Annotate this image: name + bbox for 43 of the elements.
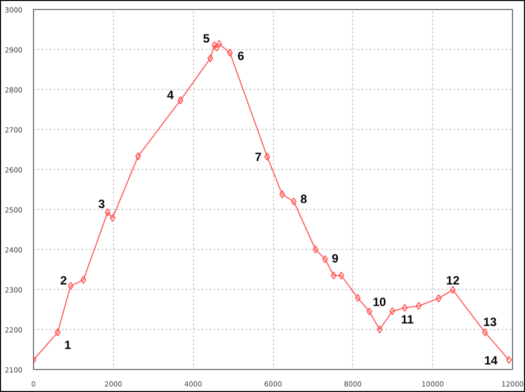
annotation: 11	[401, 312, 414, 327]
point	[376, 326, 382, 334]
annotation: 6	[238, 49, 245, 64]
annotation: 7	[254, 150, 262, 164]
annotation: 12	[446, 273, 460, 288]
point	[390, 307, 396, 316]
annotation: 3	[98, 196, 106, 211]
annotation: 5	[202, 32, 210, 46]
point	[279, 190, 286, 198]
point	[402, 304, 408, 312]
point	[416, 302, 422, 310]
point	[450, 286, 456, 294]
point	[211, 41, 218, 50]
point	[54, 328, 60, 336]
point	[207, 54, 214, 62]
point	[110, 214, 116, 222]
point	[354, 294, 361, 302]
point	[214, 44, 220, 52]
point	[178, 96, 184, 104]
point	[322, 255, 328, 264]
point	[216, 40, 222, 48]
point	[290, 198, 297, 206]
point	[135, 152, 141, 160]
annotation: 4	[167, 88, 174, 102]
point	[264, 152, 270, 161]
point	[104, 208, 110, 216]
point	[227, 48, 233, 57]
annotation: 9	[332, 252, 339, 266]
point	[80, 276, 86, 284]
point	[436, 294, 442, 302]
point	[366, 308, 372, 316]
annotation: 10	[372, 295, 386, 309]
point	[338, 272, 344, 280]
point	[506, 356, 512, 364]
point	[482, 328, 488, 336]
annotation: 14	[484, 353, 498, 368]
annotation: 8	[300, 192, 308, 206]
point	[312, 246, 318, 254]
annotation: 13	[483, 314, 497, 329]
annotation: 2	[60, 273, 68, 288]
annotation: 1	[64, 338, 72, 352]
point	[68, 282, 74, 290]
point	[330, 272, 337, 280]
